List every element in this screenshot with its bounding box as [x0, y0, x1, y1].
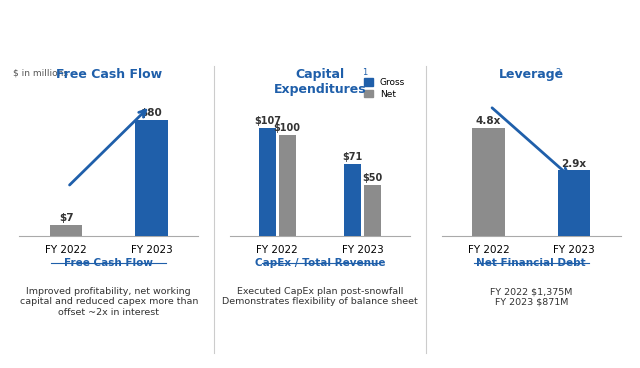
Text: $7: $7 — [59, 213, 74, 223]
Text: 4.8x: 4.8x — [476, 116, 501, 127]
Legend: Gross, Net: Gross, Net — [365, 78, 405, 99]
Bar — [344, 164, 362, 236]
Bar — [364, 185, 381, 236]
Text: Free Cash Flow: Free Cash Flow — [64, 258, 154, 268]
Bar — [50, 225, 83, 236]
Text: Capital
Expenditures: Capital Expenditures — [274, 68, 366, 96]
Bar — [278, 135, 296, 236]
Text: $50: $50 — [362, 173, 383, 183]
Text: CapEx / Total Revenue: CapEx / Total Revenue — [255, 258, 385, 268]
Text: Cash Flow, Net Debt and CapEx: Cash Flow, Net Debt and CapEx — [9, 23, 377, 43]
Text: Free Cash Flow: Free Cash Flow — [56, 68, 162, 81]
Text: Executed CapEx plan post-snowfall
Demonstrates flexibility of balance sheet: Executed CapEx plan post-snowfall Demons… — [222, 287, 418, 307]
Text: 1: 1 — [362, 68, 367, 77]
Text: $80: $80 — [141, 108, 163, 118]
Text: Improved profitability, net working
capital and reduced capex more than
offset ~: Improved profitability, net working capi… — [20, 287, 198, 317]
Bar — [135, 120, 168, 236]
Text: FY 2022 $1,375M
FY 2023 $871M: FY 2022 $1,375M FY 2023 $871M — [490, 287, 572, 307]
Bar — [259, 128, 276, 236]
Text: $71: $71 — [343, 152, 363, 162]
Text: $ in millions: $ in millions — [13, 68, 68, 77]
Text: 2: 2 — [556, 68, 561, 77]
Text: $107: $107 — [254, 116, 281, 125]
Text: 2.9x: 2.9x — [561, 159, 586, 169]
Text: $100: $100 — [274, 123, 301, 132]
Bar — [557, 170, 590, 236]
Text: Net Financial Debt: Net Financial Debt — [476, 258, 586, 268]
Text: Leverage: Leverage — [499, 68, 564, 81]
Bar — [472, 128, 505, 236]
